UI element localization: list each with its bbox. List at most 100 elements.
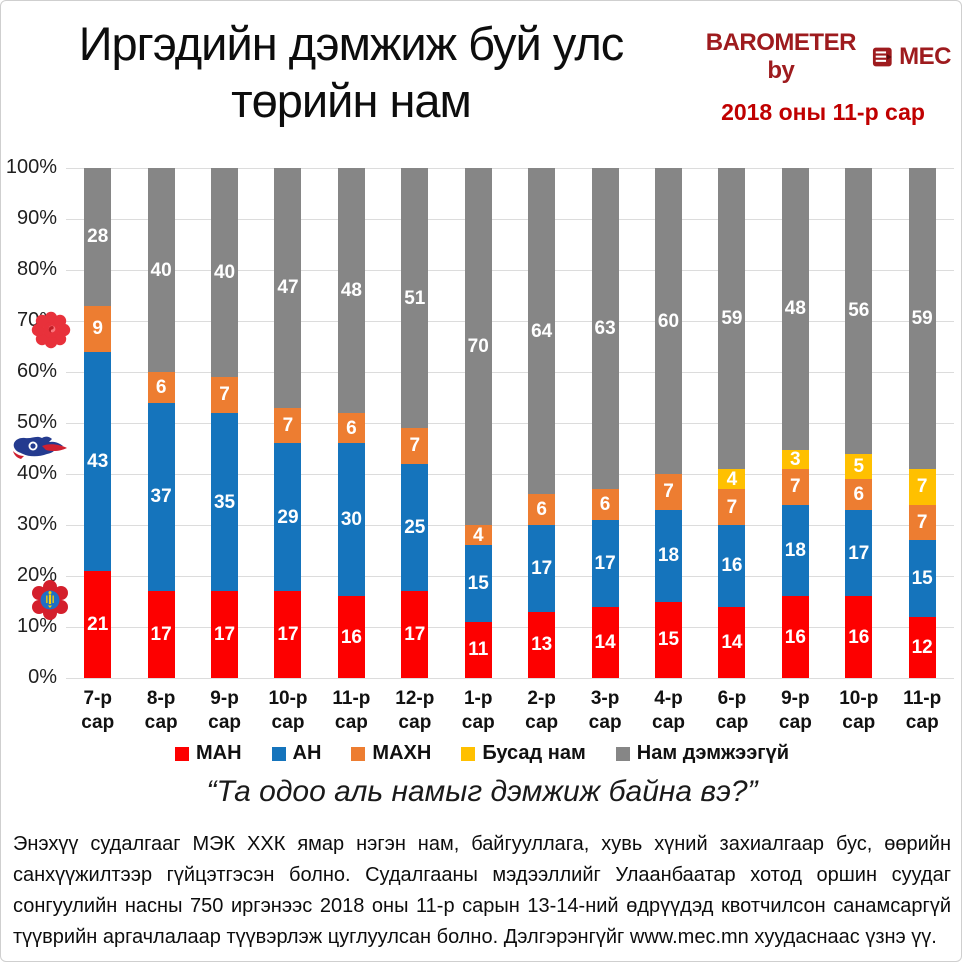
segment-value-label: 17 bbox=[404, 624, 426, 646]
bar-column: 28 9 43 21 bbox=[66, 168, 129, 678]
segment-МАХН: 6 bbox=[528, 494, 556, 526]
segment-value-label: 15 bbox=[657, 629, 680, 651]
segment-value-label: 40 bbox=[150, 259, 172, 281]
segment-МАХН: 7 bbox=[401, 428, 429, 464]
segment-value-label: 63 bbox=[594, 318, 616, 340]
segment-value-label: 4 bbox=[472, 524, 484, 546]
segment-value-label: 51 bbox=[404, 287, 426, 309]
segment-value-label: 70 bbox=[467, 336, 489, 357]
x-tick-label: 10-р сар bbox=[268, 688, 308, 733]
stacked-bar-4: 47 7 29 17 bbox=[274, 168, 302, 678]
segment-Нам дэмжээгүй: 47 bbox=[274, 168, 302, 408]
segment-Нам дэмжээгүй: 59 bbox=[718, 168, 746, 469]
segment-value-label: 7 bbox=[409, 435, 421, 457]
gridline bbox=[66, 218, 954, 220]
mpp-rose-logo-icon bbox=[32, 580, 68, 620]
segment-value-label: 6 bbox=[155, 376, 167, 398]
x-tick-label: 3-р сар bbox=[588, 688, 622, 733]
x-tick-label: 9-р сар bbox=[778, 688, 812, 733]
segment-Нам дэмжээгүй: 40 bbox=[147, 168, 175, 373]
segment-АН: 30 bbox=[337, 443, 365, 597]
stacked-bar-7: 70 4 15 11 bbox=[464, 168, 492, 678]
segment-АН: 17 bbox=[528, 525, 556, 612]
segment-value-label: 7 bbox=[726, 496, 738, 518]
y-tick-label: 30% bbox=[16, 513, 57, 536]
stacked-bar-10: 60 7 18 15 bbox=[655, 168, 682, 678]
segment-АН: 15 bbox=[464, 545, 492, 622]
segment-value-label: 56 bbox=[848, 300, 870, 322]
segment-value-label: 11 bbox=[468, 639, 489, 661]
gridline bbox=[66, 371, 954, 373]
chart-plot-area bbox=[66, 167, 954, 679]
bar-column: 59 7 7 15 12 bbox=[890, 168, 953, 678]
brand-date: 2018 оны 11-р сар bbox=[721, 99, 925, 125]
stacked-bar-9: 63 6 17 14 bbox=[591, 168, 619, 678]
x-tick-label: 4-р сар bbox=[652, 688, 685, 733]
segment-value-label: 15 bbox=[467, 573, 489, 595]
segment-value-label: 17 bbox=[213, 624, 236, 646]
segment-value-label: 13 bbox=[531, 634, 553, 656]
legend-swatch-icon bbox=[174, 746, 189, 761]
stacked-bar-14: 59 7 7 15 12 bbox=[908, 168, 936, 678]
segment-value-label: 7 bbox=[219, 384, 230, 406]
legend-label: Бусад нам bbox=[482, 742, 586, 764]
legend-item-Бусад нам: Бусад нам bbox=[461, 742, 586, 765]
bar-column: 51 7 25 17 bbox=[383, 168, 446, 678]
segment-МАН: 11 bbox=[464, 621, 492, 678]
segment-value-label: 7 bbox=[663, 481, 674, 503]
segment-АН: 17 bbox=[845, 509, 873, 597]
segment-value-label: 18 bbox=[657, 545, 680, 567]
segment-МАН: 14 bbox=[718, 606, 746, 678]
segment-МАХН: 7 bbox=[655, 474, 682, 510]
segment-АН: 15 bbox=[908, 540, 936, 617]
segment-МАН: 16 bbox=[337, 596, 365, 678]
segment-Нам дэмжээгүй: 56 bbox=[845, 168, 873, 454]
segment-Нам дэмжээгүй: 63 bbox=[591, 168, 619, 490]
segment-value-label: 29 bbox=[277, 506, 299, 528]
segment-value-label: 47 bbox=[277, 277, 299, 299]
y-tick-label: 90% bbox=[16, 207, 57, 230]
legend-item-МАХН: МАХН bbox=[351, 742, 431, 765]
segment-МАН: 17 bbox=[147, 591, 175, 678]
segment-Нам дэмжээгүй: 59 bbox=[908, 168, 936, 469]
x-tick-label: 1-р сар bbox=[461, 688, 495, 733]
segment-value-label: 12 bbox=[911, 636, 933, 658]
gridline bbox=[66, 524, 954, 526]
brand-suffix: MEC bbox=[899, 43, 951, 70]
gridline bbox=[66, 677, 954, 679]
segment-МАХН: 4 bbox=[464, 524, 492, 546]
segment-value-label: 17 bbox=[531, 557, 553, 579]
legend-swatch-icon bbox=[461, 746, 476, 761]
segment-value-label: 15 bbox=[911, 568, 933, 590]
segment-value-label: 16 bbox=[784, 626, 806, 648]
segment-МАХН: 7 bbox=[781, 468, 809, 505]
segment-value-label: 30 bbox=[340, 509, 362, 531]
segment-value-label: 16 bbox=[848, 626, 870, 648]
mprp-rose-logo-icon bbox=[31, 311, 71, 349]
segment-value-label: 6 bbox=[536, 499, 547, 521]
y-tick-label: 100% bbox=[5, 156, 57, 179]
y-tick-label: 50% bbox=[16, 411, 57, 434]
segment-Бусад нам: 5 bbox=[845, 453, 873, 480]
segment-МАХН: 6 bbox=[591, 489, 619, 520]
segment-value-label: 17 bbox=[277, 624, 299, 646]
bar-column: 70 4 15 11 bbox=[447, 168, 510, 678]
segment-value-label: 9 bbox=[92, 318, 103, 340]
x-tick-label: 9-р сар bbox=[208, 688, 242, 733]
segment-МАН: 17 bbox=[274, 591, 302, 678]
x-axis: 7-р сар 8-р сар 9-р сар 10-р сар 11-р сар 12-… bbox=[66, 687, 954, 735]
segment-МАН: 21 bbox=[84, 570, 112, 678]
segment-value-label: 7 bbox=[916, 476, 928, 498]
segment-Бусад нам: 3 bbox=[781, 449, 809, 469]
segment-Бусад нам: 7 bbox=[908, 468, 936, 505]
legend-label: Нам дэмжээгүй bbox=[636, 742, 790, 764]
segment-Нам дэмжээгүй: 28 bbox=[84, 168, 112, 306]
bar-column: 59 4 7 16 14 bbox=[700, 168, 763, 678]
x-tick-label: 11-р сар bbox=[332, 688, 371, 733]
segment-value-label: 64 bbox=[531, 320, 553, 342]
segment-МАХН: 7 bbox=[908, 504, 936, 541]
segment-value-label: 48 bbox=[784, 298, 806, 320]
y-tick-label: 20% bbox=[16, 564, 57, 587]
bar-column: 60 7 18 15 bbox=[637, 168, 700, 678]
